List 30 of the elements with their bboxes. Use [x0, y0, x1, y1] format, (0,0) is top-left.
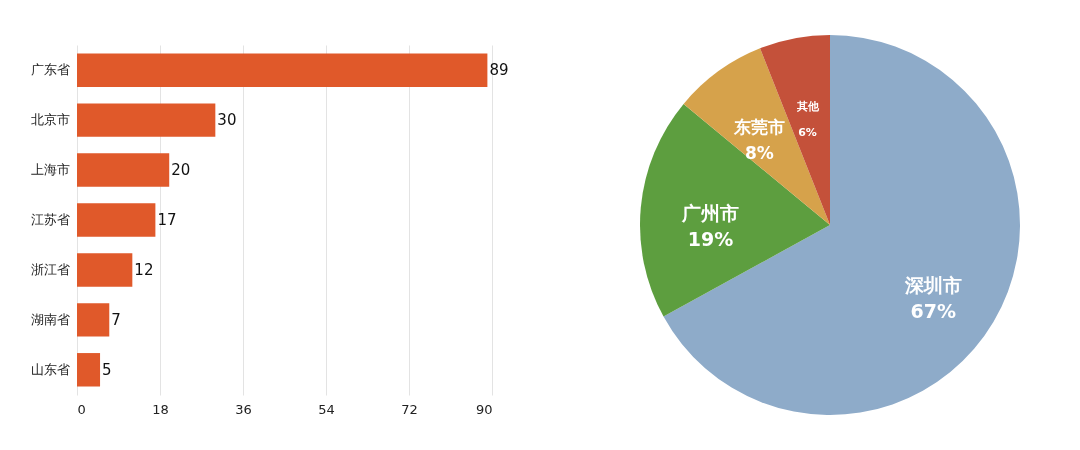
pie-slice [683, 48, 830, 225]
data-label: 12 [134, 260, 154, 279]
x-tick-label: 0 [77, 401, 86, 417]
data-label: 5 [102, 360, 112, 379]
y-tick-label: 上海市 [30, 162, 70, 178]
data-label: 67% [910, 300, 957, 323]
x-tick-label: 54 [318, 401, 335, 417]
data-label: 89 [489, 61, 509, 80]
y-tick-label: 江苏省 [30, 212, 70, 227]
data-label: 19% [687, 227, 734, 250]
slice-label: 其他 [795, 100, 820, 114]
y-tick-label: 湖南省 [30, 311, 70, 327]
x-tick-label: 18 [152, 401, 169, 417]
slice-label: 深圳市 [903, 274, 962, 297]
slice-label: 东莞市 [732, 116, 785, 137]
data-label: 30 [217, 111, 237, 130]
y-tick-label: 广东省 [30, 62, 70, 78]
x-tick-label: 36 [235, 401, 252, 417]
pie-slice [663, 35, 1020, 415]
data-label: 20 [171, 161, 191, 180]
data-label: 7 [111, 310, 121, 329]
data-label: 8% [745, 142, 774, 163]
y-tick-label: 浙江省 [30, 261, 70, 277]
y-tick-label: 北京市 [30, 112, 70, 128]
data-label: 6% [798, 126, 817, 140]
y-tick-label: 山东省 [30, 361, 70, 377]
data-label: 17 [157, 211, 177, 229]
slice-label: 广州市 [681, 201, 740, 224]
x-tick-label: 72 [401, 401, 418, 417]
x-tick-label: 90 [475, 401, 493, 417]
